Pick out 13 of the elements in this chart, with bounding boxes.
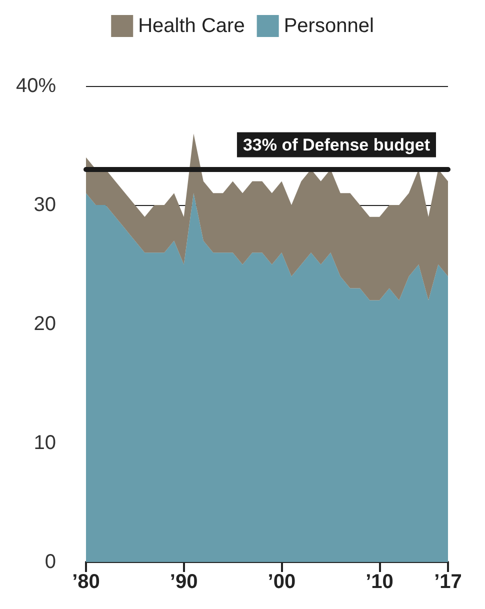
x-tick-label: ’00: [268, 571, 296, 593]
y-tick-label: 20: [34, 313, 56, 335]
y-tick-label: 30: [34, 194, 56, 216]
x-tick-label: ’10: [366, 571, 394, 593]
y-tick-label: 10: [34, 432, 56, 454]
legend-label: Personnel: [284, 15, 374, 37]
ref-line-label: 33% of Defense budget: [242, 135, 430, 154]
y-tick-label: 40%: [16, 75, 56, 97]
x-tick-label: ’17: [434, 571, 462, 593]
x-tick-label: ’90: [170, 571, 198, 593]
x-tick-label: ’80: [72, 571, 100, 593]
legend-label: Health Care: [138, 15, 245, 37]
y-tick-label: 0: [44, 551, 56, 573]
